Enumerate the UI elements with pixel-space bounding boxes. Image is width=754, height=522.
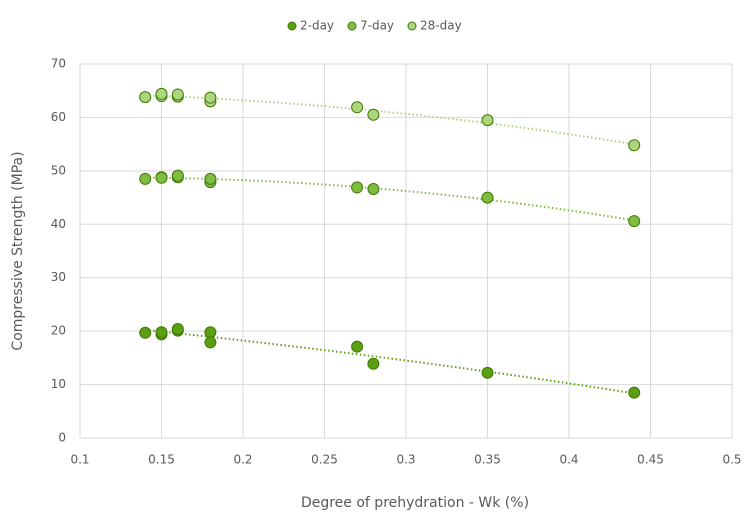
data-point (367, 108, 380, 121)
y-tick-label: 30 (51, 270, 66, 284)
data-point (351, 101, 364, 114)
data-point (481, 191, 494, 204)
data-point (155, 87, 168, 100)
x-axis-title: Degree of prehydration - Wk (%) (301, 495, 529, 511)
x-tick-label: 0.4 (559, 453, 578, 467)
legend-label: 7-day (360, 19, 394, 33)
data-point (204, 91, 217, 104)
x-tick-label: 0.25 (311, 453, 338, 467)
x-tick-label: 0.15 (148, 453, 175, 467)
data-point (155, 326, 168, 339)
x-tick-label: 0.3 (396, 453, 415, 467)
trendline (145, 328, 635, 395)
data-point (628, 386, 641, 399)
y-tick-label: 40 (51, 217, 66, 231)
legend-label: 2-day (300, 19, 334, 33)
y-tick-label: 20 (51, 324, 66, 338)
data-point (171, 88, 184, 101)
data-point (139, 172, 152, 185)
data-point (204, 172, 217, 185)
legend-label: 28-day (420, 19, 462, 33)
data-point (351, 340, 364, 353)
data-point (171, 323, 184, 336)
x-tick-label: 0.2 (233, 453, 252, 467)
data-point (481, 114, 494, 127)
data-point (367, 357, 380, 370)
data-point (139, 91, 152, 104)
legend-marker (407, 21, 417, 31)
legend-marker (287, 21, 297, 31)
x-tick-label: 0.45 (637, 453, 664, 467)
data-point (367, 183, 380, 196)
y-tick-label: 50 (51, 163, 66, 177)
y-tick-label: 70 (51, 57, 66, 71)
trendline (145, 176, 635, 222)
data-point (204, 336, 217, 349)
x-tick-label: 0.1 (70, 453, 89, 467)
y-tick-label: 0 (58, 431, 66, 445)
data-point (481, 366, 494, 379)
x-tick-label: 0.5 (722, 453, 741, 467)
data-point (139, 326, 152, 339)
data-point (351, 181, 364, 194)
data-point (155, 171, 168, 184)
y-tick-label: 10 (51, 377, 66, 391)
trendline (145, 94, 635, 146)
y-axis-title: Compressive Strength (MPa) (10, 151, 26, 350)
legend-marker (347, 21, 357, 31)
y-tick-label: 60 (51, 110, 66, 124)
data-point (204, 326, 217, 339)
data-point (171, 169, 184, 182)
data-point (628, 215, 641, 228)
data-point (628, 139, 641, 152)
x-tick-label: 0.35 (474, 453, 501, 467)
